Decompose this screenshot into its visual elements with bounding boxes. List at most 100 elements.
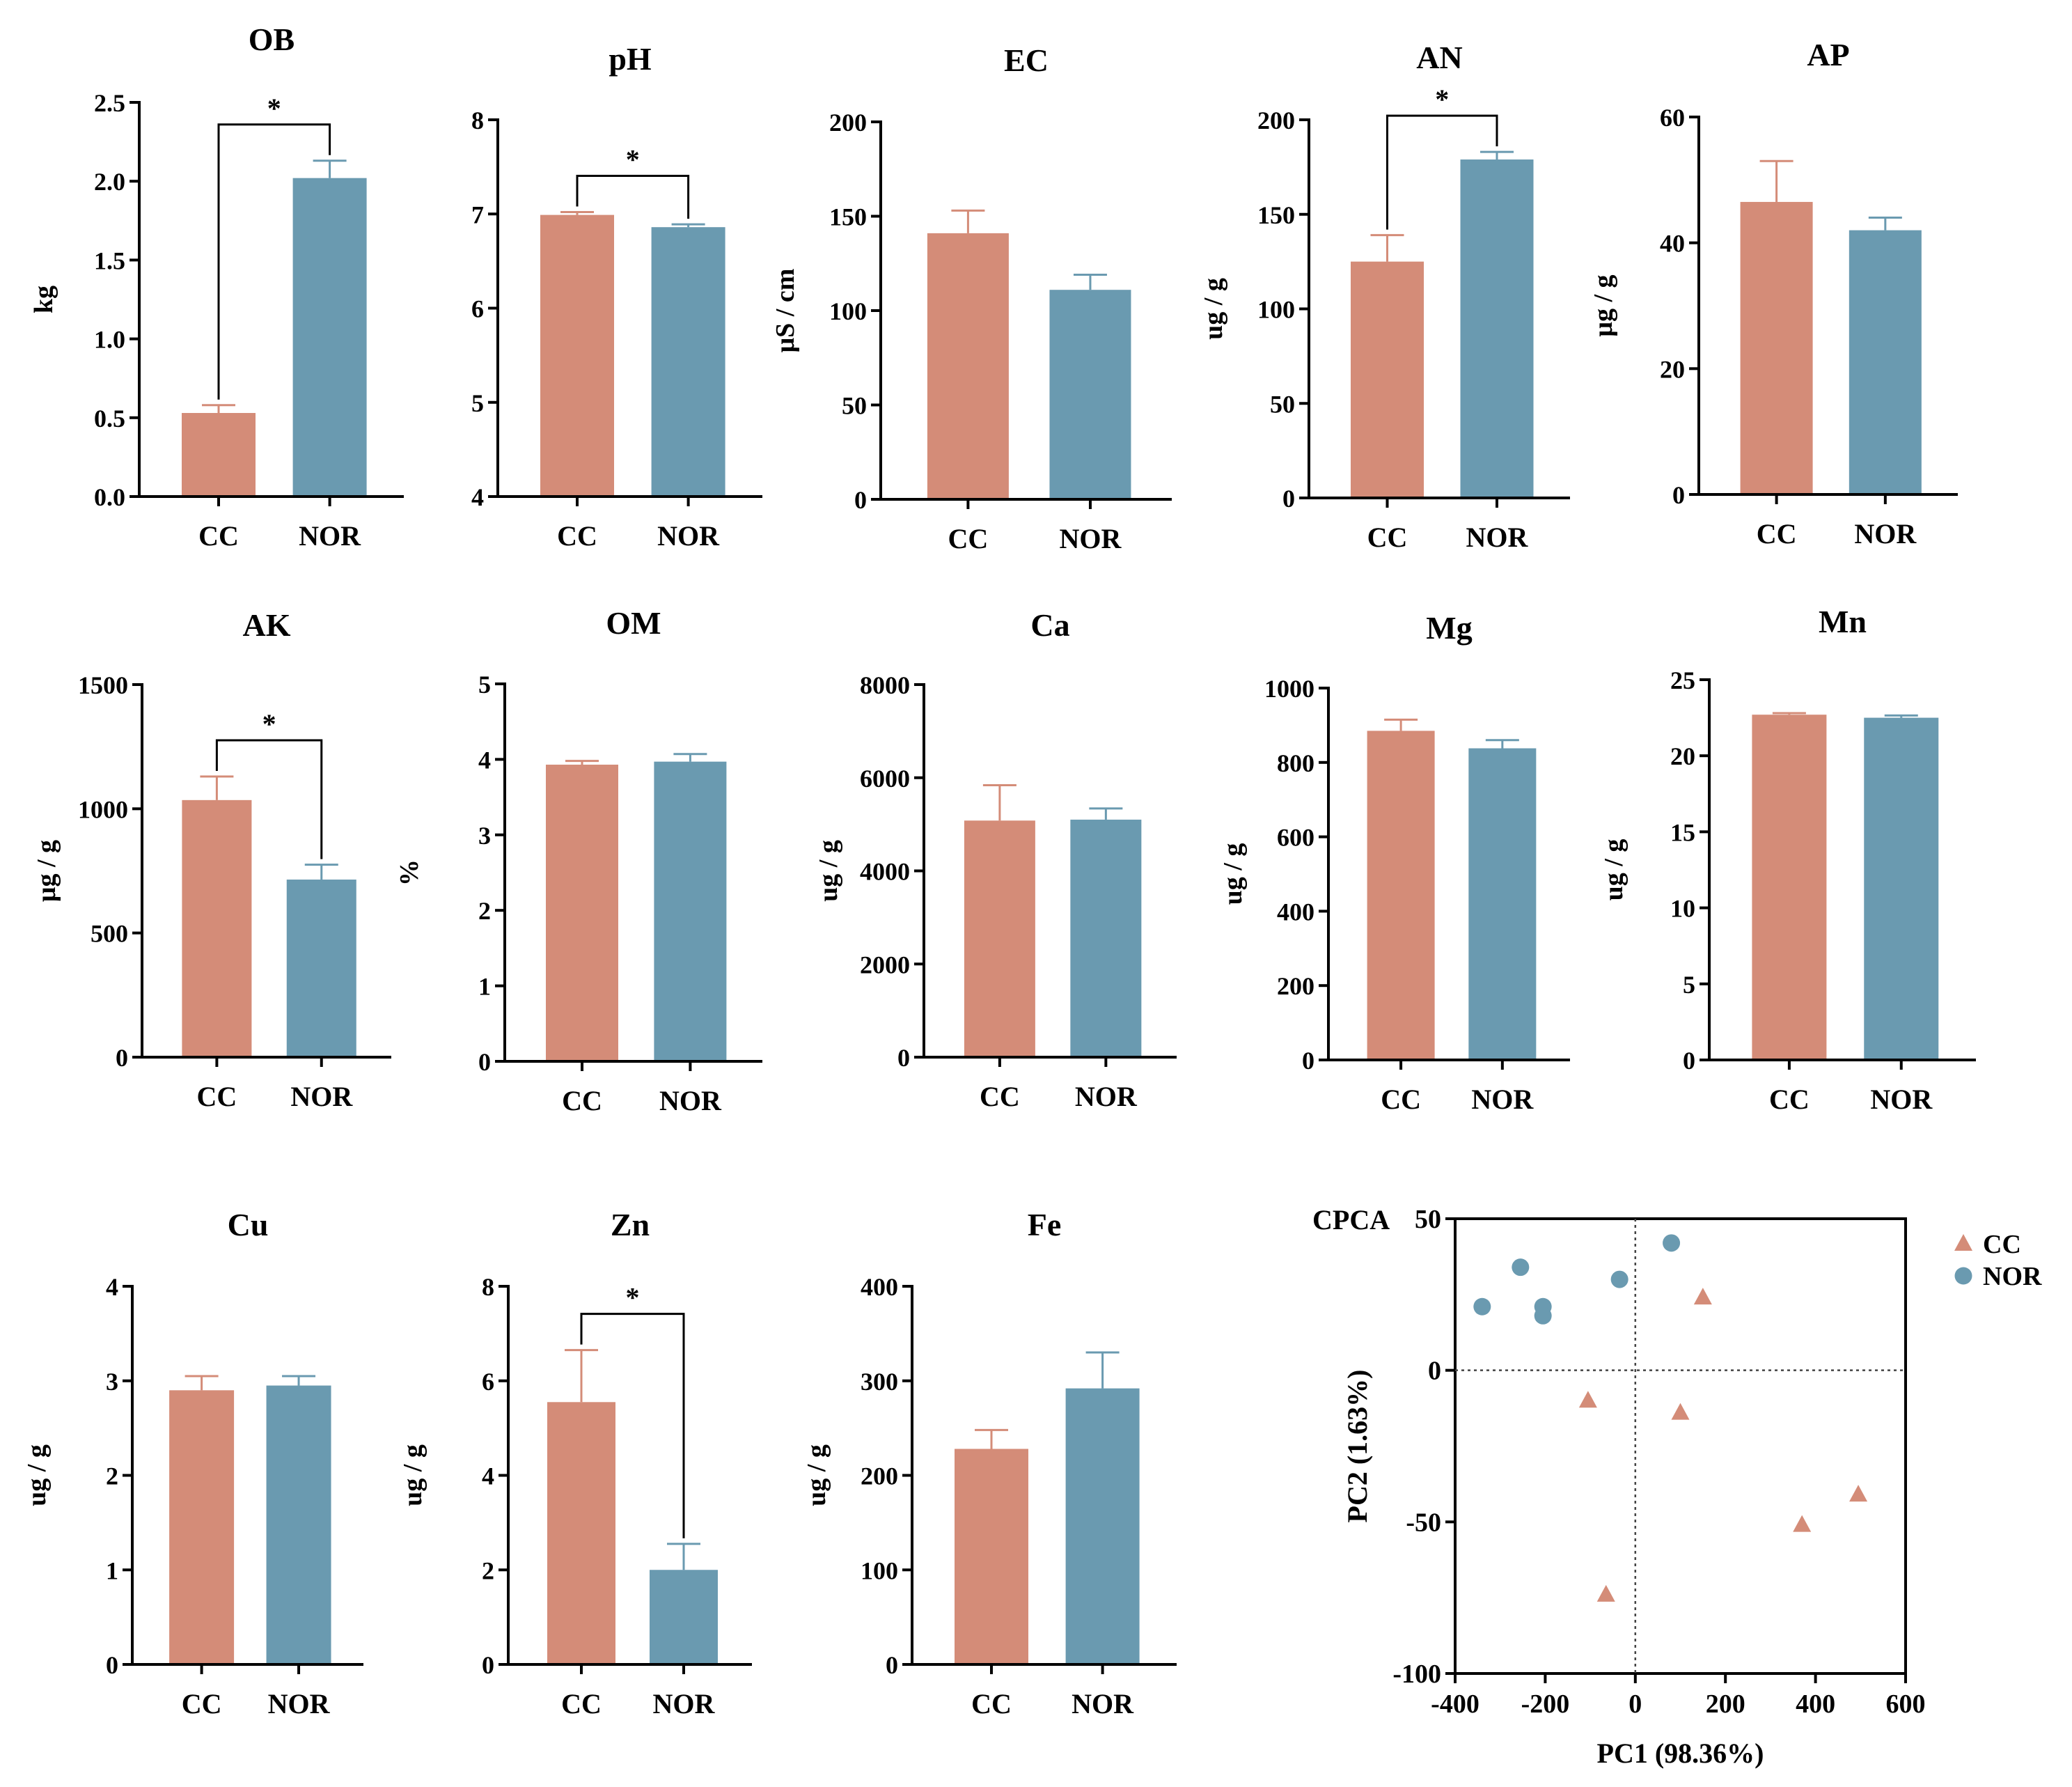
x-tick-label: CC [197, 1081, 237, 1112]
y-tick-label: 5 [1683, 971, 1695, 999]
y-tick-label: -100 [1392, 1660, 1441, 1689]
significance-bracket [580, 1313, 685, 1538]
y-tick-label: 1.5 [94, 247, 125, 274]
bar-chart-ec: EC CC NOR 0 50 100 150 200 μS / cm [771, 42, 1172, 554]
bar-nor [1070, 819, 1142, 1057]
point-nor [1534, 1306, 1552, 1325]
y-tick-label: 15 [1670, 818, 1695, 846]
x-tick-label: CC [1381, 1084, 1421, 1115]
y-tick-label: 20 [1660, 355, 1685, 383]
chart-title: AK [243, 607, 291, 643]
x-tick-label: CC [1757, 518, 1797, 549]
legend-label: CC [1983, 1230, 2021, 1259]
x-tick-label: NOR [268, 1688, 331, 1719]
y-axis-label: ug / g [22, 1444, 52, 1506]
chart-title: OM [606, 605, 661, 641]
point-cc [1671, 1403, 1690, 1420]
bar-chart-ap: AP CC NOR 0 20 40 60 μg / g [1589, 37, 1958, 549]
y-tick-label: 500 [91, 920, 128, 948]
x-tick-label: -400 [1431, 1690, 1480, 1719]
x-tick-label: NOR [1854, 518, 1917, 549]
y-tick-label: 8 [471, 107, 484, 134]
x-tick-label: CC [562, 1085, 602, 1116]
y-tick-label: 4 [471, 483, 484, 511]
y-tick-label: 20 [1670, 742, 1695, 770]
y-tick-label: 100 [829, 297, 867, 325]
y-tick-label: 200 [829, 109, 867, 136]
y-axis-label: μg / g [32, 840, 61, 902]
y-tick-label: 3 [106, 1368, 118, 1396]
y-tick-label: 0 [1302, 1047, 1314, 1075]
y-tick-label: 0 [116, 1044, 128, 1072]
y-tick-label: 100 [1257, 296, 1295, 324]
y-tick-label: 8 [482, 1273, 494, 1301]
bar-chart-cu: Cu CC NOR 0 1 2 3 4 ug / g [22, 1207, 363, 1719]
chart-title: Ca [1030, 607, 1069, 643]
chart-title: Cu [228, 1207, 269, 1242]
y-tick-label: 1 [478, 973, 491, 1001]
y-axis-label: ug / g [814, 840, 843, 902]
y-tick-label: -50 [1406, 1508, 1441, 1537]
y-tick-label: 7 [471, 201, 484, 228]
x-tick-label: CC [980, 1081, 1020, 1112]
y-axis-label: ug / g [1218, 843, 1248, 905]
bar-chart-om: OM CC NOR 0 1 2 3 4 5% [395, 605, 762, 1116]
bar-nor [654, 761, 727, 1061]
y-tick-label: 1.0 [94, 326, 125, 354]
y-tick-label: 400 [861, 1273, 898, 1301]
point-cc [1596, 1584, 1615, 1602]
bar-chart-ph: pH CC NOR 4 5 6 7 8 * [471, 41, 762, 552]
chart-title: Fe [1028, 1207, 1062, 1242]
y-axis-label: PC2 (1.63%) [1342, 1370, 1373, 1523]
y-tick-label: 10 [1670, 895, 1695, 923]
y-axis-label: ug / g [802, 1444, 831, 1506]
y-tick-label: 8000 [860, 671, 910, 699]
bar-nor [1049, 290, 1131, 499]
x-tick-label: CC [182, 1688, 222, 1719]
y-tick-label: 0 [854, 486, 867, 514]
x-tick-label: CC [557, 520, 597, 552]
y-tick-label: 0 [1428, 1357, 1441, 1386]
y-axis-label: % [395, 859, 424, 886]
point-nor [1512, 1258, 1530, 1277]
x-tick-label: NOR [1870, 1084, 1933, 1115]
bar-nor [266, 1385, 331, 1664]
significance-marker: * [267, 93, 281, 124]
y-axis-label: ug / g [1199, 278, 1228, 340]
y-tick-label: 1 [106, 1556, 118, 1584]
point-cc [1693, 1288, 1712, 1305]
bar-nor [292, 178, 367, 497]
y-tick-label: 6000 [860, 765, 910, 793]
y-tick-label: 50 [842, 392, 867, 420]
y-tick-label: 0.5 [94, 405, 125, 432]
bar-nor [1864, 717, 1939, 1060]
bar-cc [955, 1449, 1028, 1664]
chart-title: Mn [1819, 604, 1867, 639]
y-tick-label: 1000 [1264, 675, 1314, 703]
bar-cc [964, 820, 1035, 1057]
bar-nor [286, 879, 356, 1057]
y-tick-label: 0 [1282, 485, 1295, 513]
y-tick-label: 4 [478, 746, 491, 774]
y-tick-label: 6 [482, 1368, 494, 1396]
significance-bracket [215, 739, 323, 859]
chart-title: CPCA [1312, 1204, 1390, 1235]
y-tick-label: 100 [861, 1556, 898, 1584]
y-tick-label: 800 [1277, 749, 1314, 777]
y-tick-label: 0.0 [94, 483, 125, 511]
legend: CC NOR [1954, 1230, 2042, 1291]
x-tick-label: NOR [1075, 1081, 1138, 1112]
y-tick-label: 5 [471, 389, 484, 417]
y-tick-label: 50 [1270, 390, 1295, 418]
legend-marker-cc [1954, 1234, 1972, 1251]
y-tick-label: 150 [1257, 201, 1295, 229]
bar-chart-mn: Mn CC NOR 0 5 10 15 20 25 ug / g [1599, 604, 1976, 1115]
bar-chart-mg: Mg CC NOR 0 200 400 600 800 1000 ug / g [1218, 610, 1570, 1115]
bar-chart-ca: Ca CC NOR 0 2000 4000 6000 8000 ug / g [814, 607, 1177, 1112]
bar-nor [650, 1570, 718, 1664]
bar-nor [1849, 230, 1922, 494]
x-tick-label: 0 [1628, 1690, 1642, 1719]
y-tick-label: 0 [1672, 481, 1685, 509]
y-tick-label: 60 [1660, 104, 1685, 132]
